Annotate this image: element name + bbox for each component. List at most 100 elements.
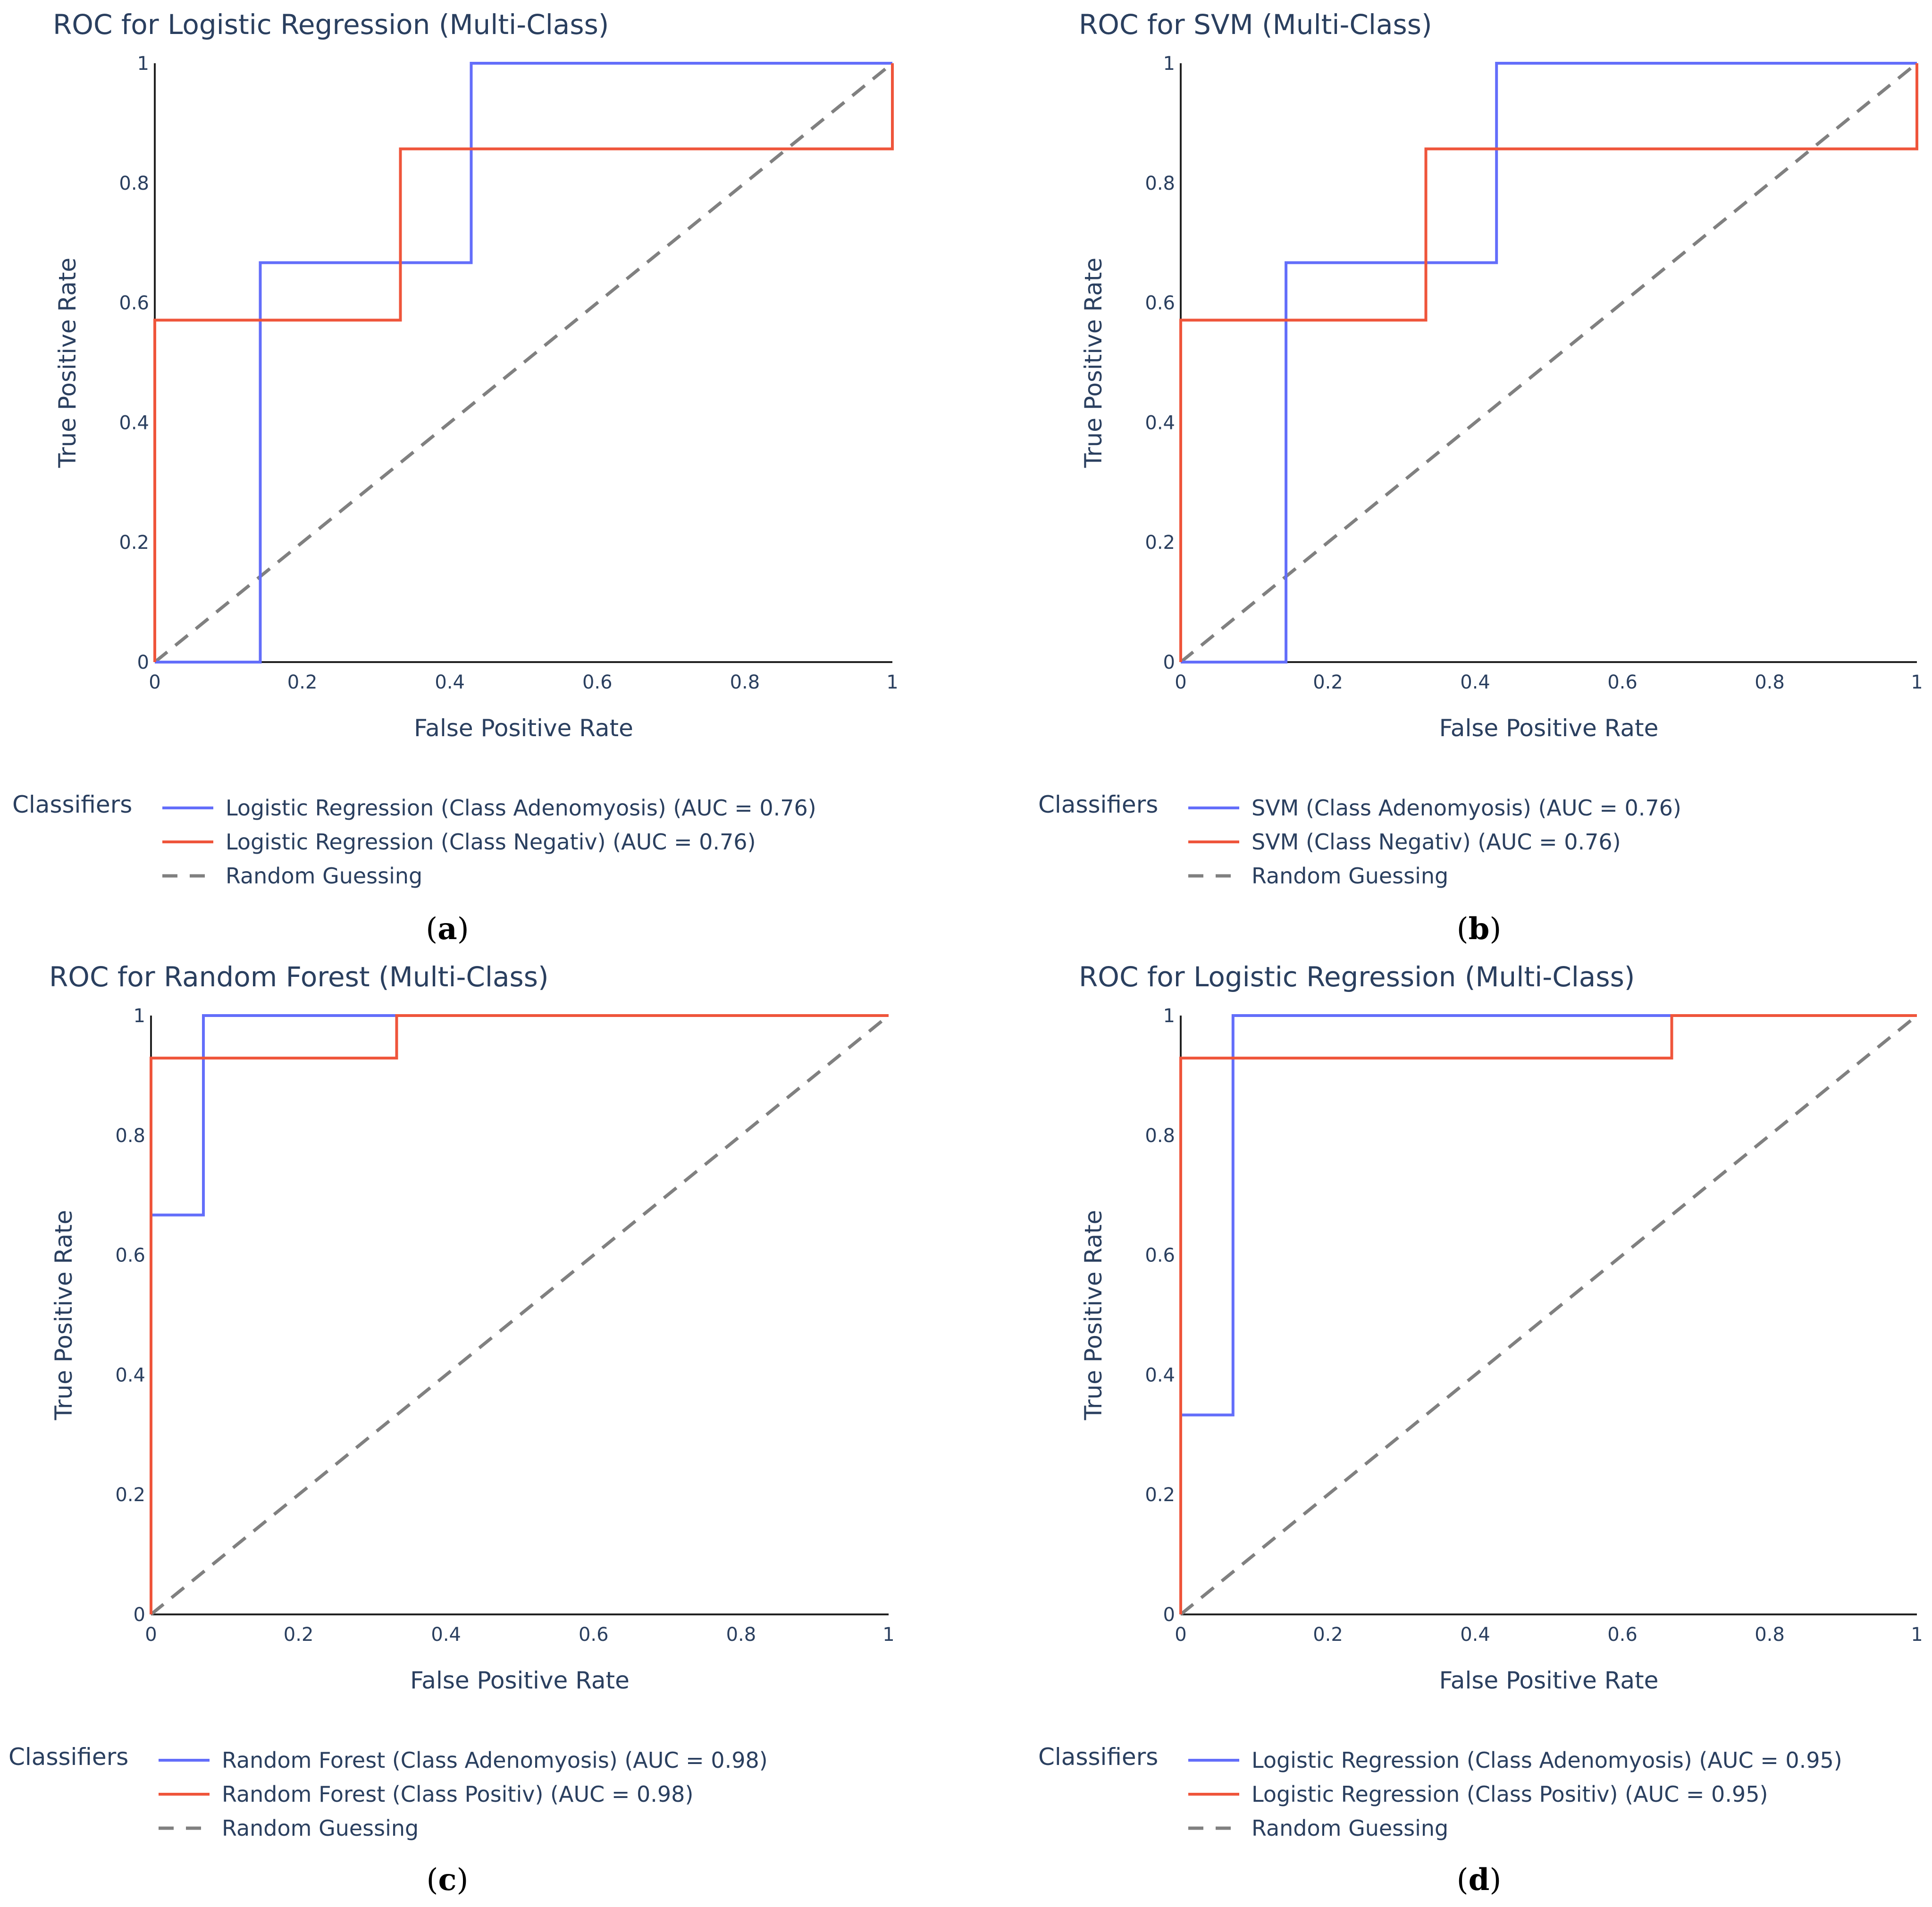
x-tick-label: 0 [149, 672, 160, 693]
y-tick-label: 0.6 [1145, 1245, 1175, 1267]
chart-title: ROC for Logistic Regression (Multi-Class… [53, 8, 609, 41]
y-tick-label: 0 [134, 1604, 145, 1626]
legend-item-label: SVM (Class Negativ) (AUC = 0.76) [1252, 829, 1621, 855]
y-tick-label: 0 [1163, 1604, 1175, 1626]
series-line-2 [150, 1014, 889, 1614]
legend-item-label: Logistic Regression (Class Adenomyosis) … [226, 795, 816, 821]
panel-caption: (a) [426, 911, 469, 947]
y-axis-title: True Positive Rate [1080, 1210, 1107, 1420]
y-tick-label: 1 [134, 1005, 145, 1027]
x-tick-label: 0.4 [435, 672, 465, 693]
y-tick-label: 1 [1163, 53, 1175, 75]
caption-letter: b [1469, 911, 1490, 947]
y-tick-label: 0.6 [119, 293, 149, 314]
y-tick-label: 0.4 [119, 412, 149, 434]
y-tick-label: 0.8 [1145, 1125, 1175, 1147]
y-tick-label: 0.2 [115, 1484, 145, 1506]
caption-close: ) [1489, 912, 1501, 947]
legend-item-label: SVM (Class Adenomyosis) (AUC = 0.76) [1252, 795, 1681, 821]
legend-item-label: Logistic Regression (Class Adenomyosis) … [1252, 1747, 1842, 1773]
y-tick-label: 0.2 [119, 532, 149, 554]
x-tick-label: 0.4 [431, 1624, 461, 1646]
x-tick-label: 0.6 [579, 1624, 609, 1646]
chart-panel-b: ROC for SVM (Multi-Class) 0 0.2 0.4 0.6 0.8 1 0… [1038, 8, 1923, 947]
y-tick-label: 0.8 [115, 1125, 145, 1147]
x-tick-label: 0.2 [284, 1624, 314, 1646]
x-tick-label: 0.2 [1313, 1624, 1343, 1646]
x-axis-title: False Positive Rate [410, 1667, 630, 1694]
chart-panel-a: ROC for Logistic Regression (Multi-Class… [12, 8, 899, 947]
legend-item-label: Random Guessing [1252, 863, 1448, 889]
x-tick-label: 0.4 [1460, 1624, 1490, 1646]
y-tick-label: 0.4 [1145, 1364, 1175, 1386]
series-line-1 [1181, 62, 1917, 664]
x-tick-label: 0.4 [1460, 672, 1490, 693]
y-tick-label: 1 [1163, 1005, 1175, 1027]
y-tick-label: 0 [137, 652, 149, 673]
caption-open: ( [1457, 1863, 1469, 1898]
x-tick-label: 0.2 [287, 672, 318, 693]
series-line-1 [155, 62, 892, 664]
legend-item-label: Random Forest (Class Adenomyosis) (AUC =… [222, 1747, 768, 1773]
legend-item-label: Random Guessing [226, 863, 422, 889]
x-tick-label: 0.2 [1313, 672, 1343, 693]
y-tick-label: 0 [1163, 652, 1175, 673]
panel-caption: (b) [1457, 911, 1502, 947]
x-tick-label: 0.6 [582, 672, 613, 693]
y-tick-label: 0.8 [1145, 173, 1175, 194]
chart-title: ROC for SVM (Multi-Class) [1079, 8, 1432, 41]
legend-title: Classifiers [8, 1743, 128, 1771]
y-tick-label: 0.2 [1145, 532, 1175, 554]
x-tick-label: 0 [1175, 672, 1186, 693]
legend-item-label: Logistic Regression (Class Positiv) (AUC… [1252, 1781, 1768, 1807]
y-tick-label: 0.8 [119, 173, 149, 194]
x-tick-label: 0 [1175, 1624, 1186, 1646]
x-tick-label: 1 [882, 1624, 894, 1646]
caption-close: ) [457, 912, 469, 947]
x-tick-label: 1 [886, 672, 898, 693]
legend-title: Classifiers [1038, 791, 1158, 818]
x-tick-label: 0 [145, 1624, 157, 1646]
legend-item-label: Logistic Regression (Class Negativ) (AUC… [226, 829, 756, 855]
x-tick-label: 0.6 [1607, 672, 1638, 693]
x-tick-label: 0.8 [730, 672, 760, 693]
legend-item-label: Random Forest (Class Positiv) (AUC = 0.9… [222, 1781, 693, 1807]
chart-panel-c: ROC for Random Forest (Multi-Class) 0 0.2 0… [8, 961, 895, 1898]
y-axis-title: True Positive Rate [54, 258, 81, 468]
caption-letter: d [1469, 1862, 1490, 1898]
legend-title: Classifiers [1038, 1743, 1158, 1771]
panel-caption: (c) [427, 1862, 469, 1898]
legend-item-label: Random Guessing [222, 1815, 419, 1841]
series-line-2 [1179, 1014, 1917, 1614]
chart-title: ROC for Random Forest (Multi-Class) [49, 961, 549, 993]
x-axis-title: False Positive Rate [414, 714, 633, 742]
y-axis-title: True Positive Rate [1080, 258, 1107, 468]
y-tick-label: 0.2 [1145, 1484, 1175, 1506]
y-tick-label: 0.6 [1145, 293, 1175, 314]
caption-letter: c [438, 1862, 457, 1898]
chart-panel-d: ROC for Logistic Regression (Multi-Class… [1038, 961, 1923, 1898]
y-tick-label: 0.4 [1145, 412, 1175, 434]
x-axis-title: False Positive Rate [1439, 714, 1659, 742]
panel-caption: (d) [1457, 1862, 1502, 1898]
caption-close: ) [1489, 1863, 1501, 1898]
y-tick-label: 0.6 [115, 1245, 145, 1267]
y-axis-title: True Positive Rate [50, 1210, 77, 1420]
x-tick-label: 1 [1911, 1624, 1923, 1646]
caption-close: ) [456, 1863, 468, 1898]
caption-open: ( [1457, 912, 1469, 947]
legend-item-label: Random Guessing [1252, 1815, 1448, 1841]
x-tick-label: 0.8 [726, 1624, 756, 1646]
caption-open: ( [426, 912, 437, 947]
caption-letter: a [437, 911, 457, 947]
series-line-2 [153, 63, 894, 662]
chart-title: ROC for Logistic Regression (Multi-Class… [1079, 961, 1635, 993]
caption-open: ( [427, 1863, 438, 1898]
x-tick-label: 0.8 [1755, 1624, 1785, 1646]
y-tick-label: 0.4 [115, 1364, 145, 1386]
x-tick-label: 0.8 [1755, 672, 1785, 693]
legend-title: Classifiers [12, 791, 132, 818]
series-line-2 [1179, 63, 1918, 662]
x-axis-title: False Positive Rate [1439, 1667, 1659, 1694]
